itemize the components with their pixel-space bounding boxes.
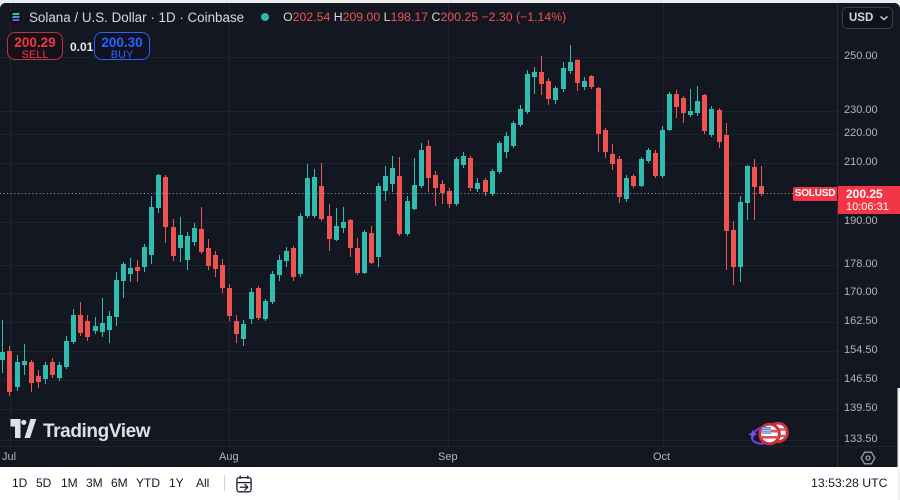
svg-text:TradingView: TradingView xyxy=(43,421,151,442)
